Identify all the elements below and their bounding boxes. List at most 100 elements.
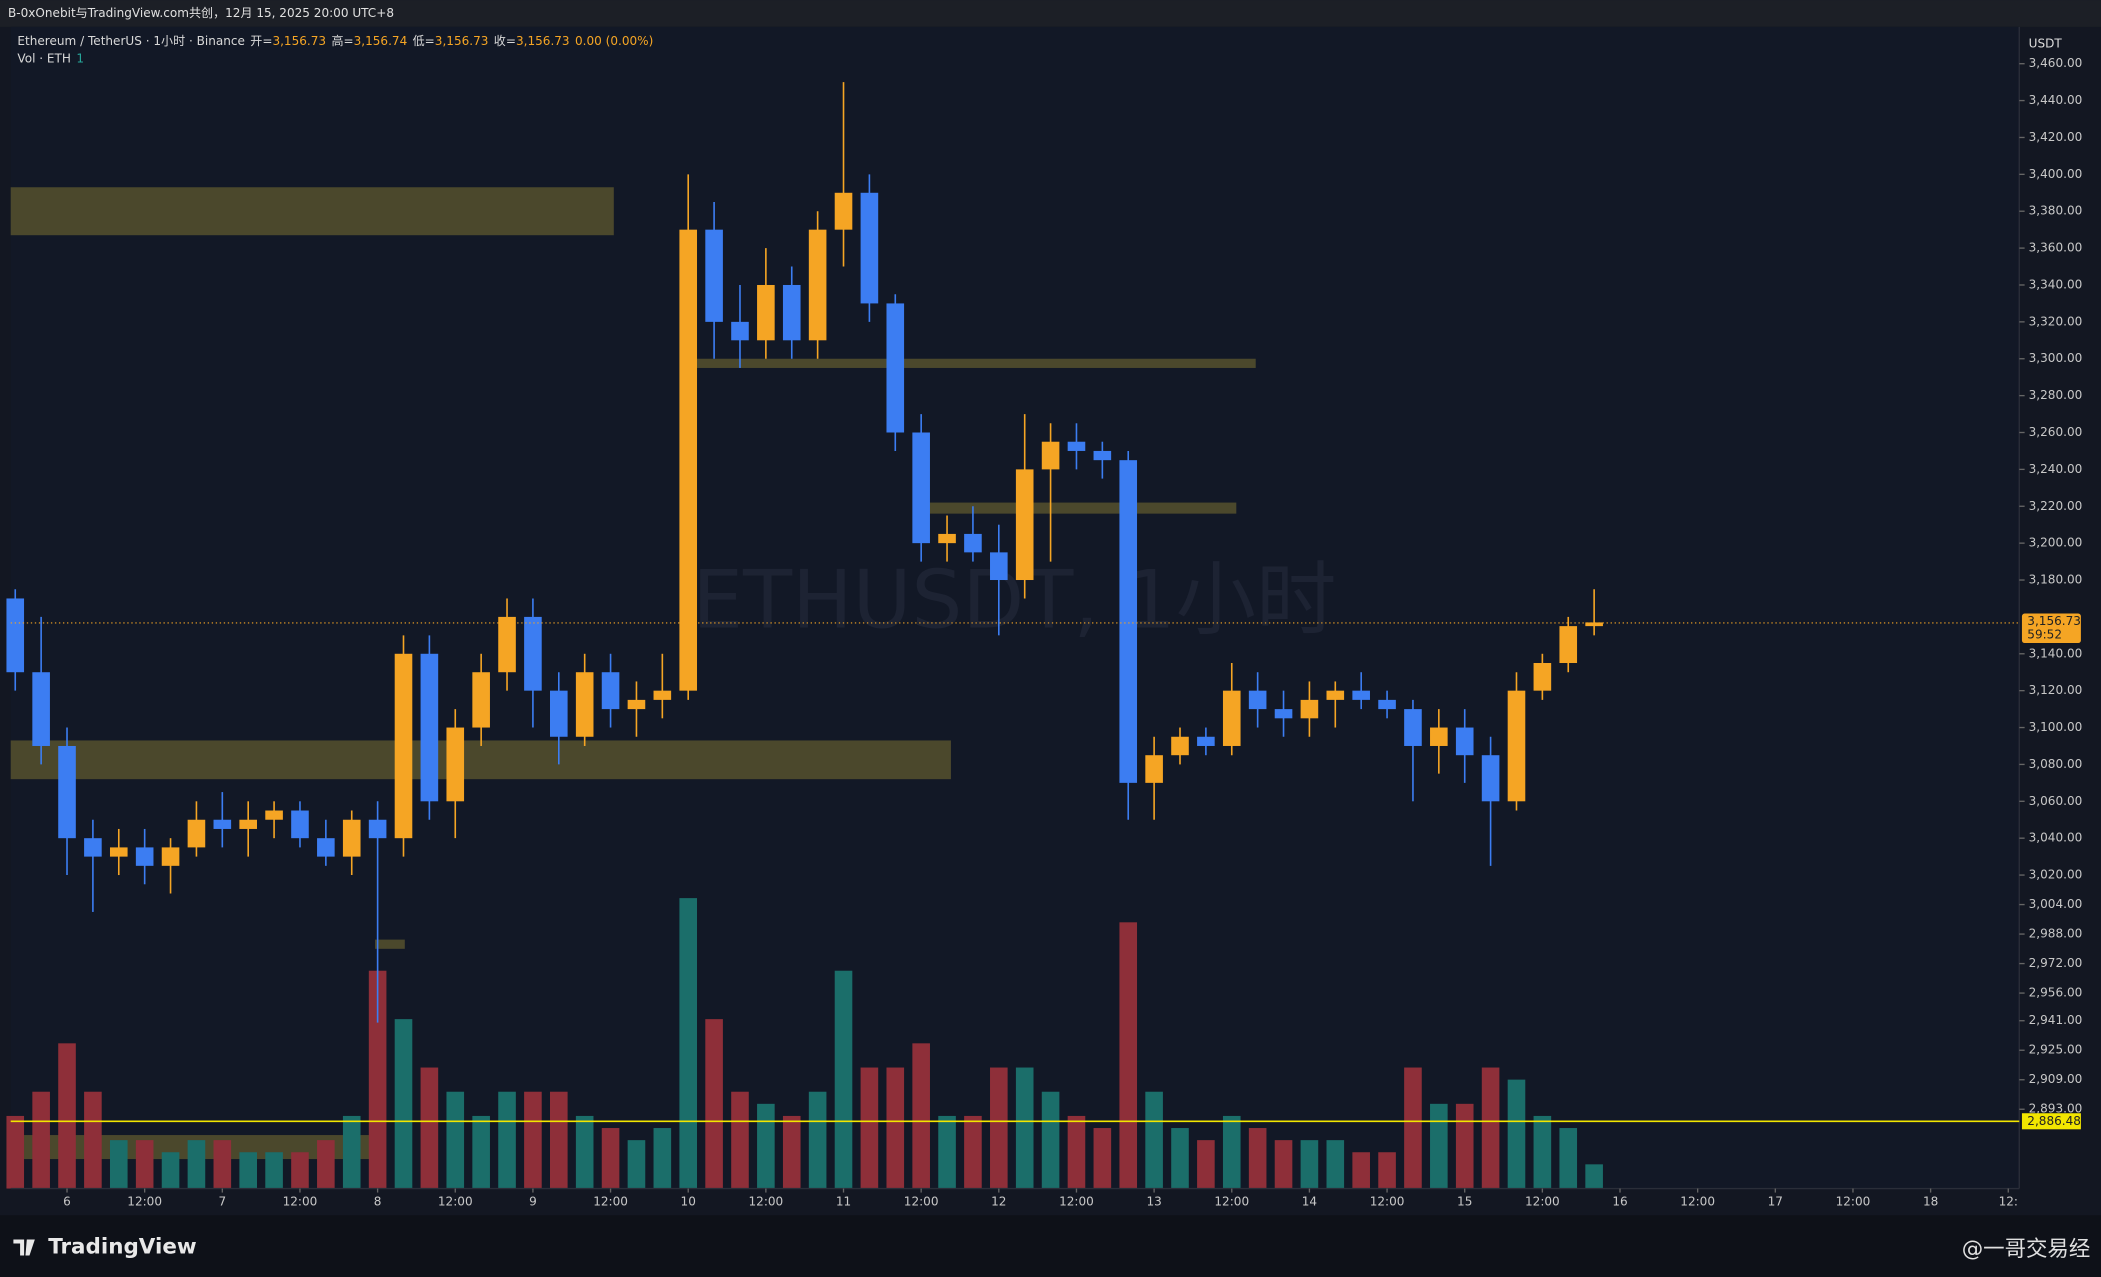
credit: @一哥交易经 — [1962, 1237, 2091, 1262]
y-tick-label: 2,909.00 — [2029, 1072, 2083, 1086]
zone — [10, 187, 614, 236]
volume-bar — [938, 1115, 956, 1189]
volume-bar — [291, 1152, 309, 1189]
volume-bar — [1093, 1128, 1112, 1189]
legend-label: 收= — [494, 34, 516, 48]
candle-body — [1533, 663, 1552, 691]
volume-bar — [782, 1115, 801, 1189]
header-bar — [0, 0, 2101, 27]
y-tick-label: 3,240.00 — [2029, 462, 2083, 476]
candle-body — [161, 847, 180, 866]
y-tick-label: 3,004.00 — [2029, 897, 2083, 911]
volume-bar — [964, 1115, 982, 1189]
alert-box — [2021, 1113, 2081, 1130]
volume-bar — [342, 1115, 361, 1189]
brand: TradingView — [48, 1234, 197, 1259]
candle-body — [524, 616, 542, 691]
y-tick-label: 3,200.00 — [2029, 536, 2083, 550]
y-tick-label: 3,440.00 — [2029, 93, 2083, 107]
candle-body — [498, 616, 516, 673]
candle-body — [757, 284, 775, 341]
volume-bar — [601, 1128, 620, 1189]
volume-bar — [135, 1140, 154, 1189]
volume-bar — [1171, 1128, 1189, 1189]
candle-body — [782, 284, 801, 341]
legend-value: 3,156.73 — [516, 34, 570, 48]
candle-body — [187, 819, 206, 848]
volume-bar — [1119, 922, 1138, 1189]
candle-body — [601, 672, 620, 710]
y-tick-label: 3,300.00 — [2029, 351, 2083, 365]
candle-body — [1222, 690, 1241, 746]
candle-body — [6, 598, 25, 673]
x-tick-label: 12:00 — [1214, 1194, 1249, 1208]
candle-body — [1067, 441, 1086, 451]
candle-body — [912, 432, 930, 544]
volume-bar — [1378, 1152, 1396, 1189]
zone — [691, 358, 1256, 368]
volume-bar — [472, 1115, 490, 1189]
volume-bar — [1145, 1091, 1163, 1189]
y-tick-label: 2,988.00 — [2029, 927, 2083, 941]
volume-bar — [1222, 1115, 1241, 1189]
volume-bar — [1507, 1079, 1526, 1189]
legend-volume-value: 1 — [76, 51, 84, 65]
candle-body — [213, 819, 232, 829]
y-tick-label: 3,400.00 — [2029, 167, 2083, 181]
volume-bar — [860, 1067, 879, 1189]
x-tick-label: 10 — [681, 1194, 696, 1208]
y-tick-label: 3,040.00 — [2029, 831, 2083, 845]
x-tick-label: 16 — [1612, 1194, 1627, 1208]
volume-bar — [731, 1091, 749, 1189]
volume-bar — [1559, 1128, 1578, 1189]
volume-bar — [1015, 1067, 1034, 1189]
candle-body — [705, 229, 723, 322]
x-tick-label: 9 — [529, 1194, 537, 1208]
x-tick-label: 12:00 — [749, 1194, 784, 1208]
y-tick-label: 3,460.00 — [2029, 56, 2083, 70]
candle-body — [472, 672, 490, 728]
candle-body — [1145, 755, 1163, 783]
legend-label: 低= — [413, 34, 435, 48]
y-tick-label: 3,180.00 — [2029, 573, 2083, 587]
candle-body — [1585, 622, 1603, 627]
candle-body — [1481, 755, 1500, 802]
y-tick-label: 3,360.00 — [2029, 241, 2083, 255]
candle-body — [84, 838, 102, 857]
volume-bar — [498, 1091, 516, 1189]
volume-bar — [265, 1152, 283, 1189]
candle-body — [1404, 709, 1422, 746]
watermark: ETHUSDT, 1小时 — [692, 553, 1336, 647]
candle-body — [1015, 469, 1034, 581]
x-tick-label: 12:00 — [127, 1194, 162, 1208]
currency: USDT — [2029, 37, 2063, 51]
candle-body — [1171, 736, 1189, 756]
volume-bar — [1455, 1103, 1474, 1189]
candle-body — [627, 699, 646, 710]
last-price-box — [2021, 613, 2081, 644]
volume-bar — [420, 1067, 439, 1189]
y-tick-label: 3,320.00 — [2029, 314, 2083, 328]
candle-body — [291, 810, 309, 839]
volume-bar — [446, 1091, 465, 1189]
x-tick-label: 15 — [1457, 1194, 1472, 1208]
volume-bar — [757, 1103, 775, 1189]
candle-body — [860, 192, 879, 304]
candle-body — [679, 229, 698, 691]
legend-value: 3,156.73 — [272, 34, 326, 48]
candle-body — [1197, 736, 1215, 746]
candle-body — [1430, 727, 1448, 746]
y-tick-label: 3,060.00 — [2029, 794, 2083, 808]
candle-body — [808, 229, 827, 341]
volume-bar — [1481, 1067, 1500, 1189]
volume-bar — [1248, 1128, 1267, 1189]
candle-body — [1300, 699, 1319, 719]
candle-body — [342, 819, 361, 857]
y-tick-label: 3,220.00 — [2029, 499, 2083, 513]
x-tick-label: 12:00 — [438, 1194, 473, 1208]
volume-bar — [187, 1140, 206, 1189]
x-tick-label: 12:00 — [1525, 1194, 1560, 1208]
x-tick-label: 13 — [1146, 1194, 1161, 1208]
volume-bar — [990, 1067, 1008, 1189]
